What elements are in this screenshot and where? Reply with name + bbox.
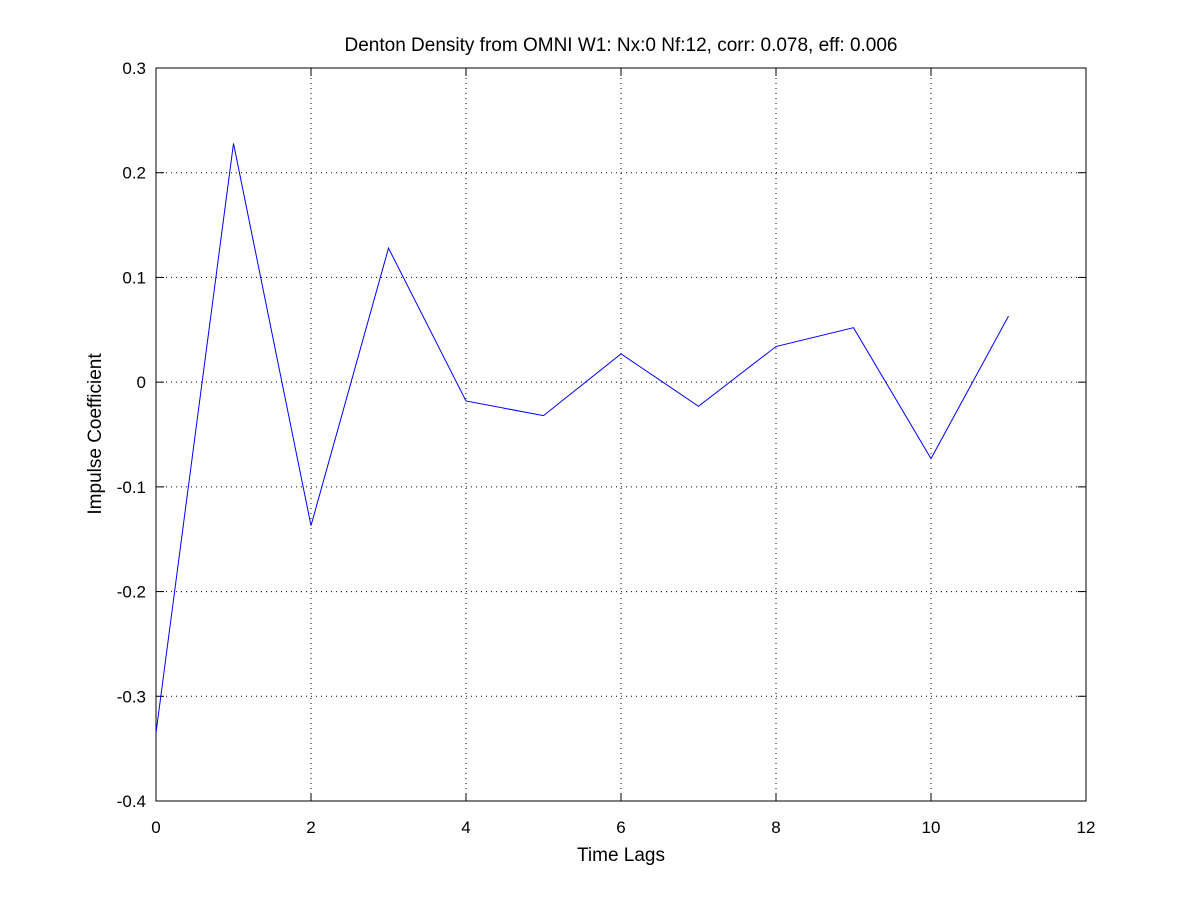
series-layer [155, 143, 1009, 734]
y-tick-label: -0.3 [117, 687, 146, 706]
plot-area [155, 67, 1087, 802]
y-axis-title: Impulse Coefficient [85, 353, 106, 515]
y-tick-label: -0.1 [117, 478, 146, 497]
tick-label-layer: 0 2 4 6 8 10 12 -0.4 -0.3 -0.2 -0.1 0 0.1 0.2 0.3 [117, 59, 1096, 837]
x-tick-label: 12 [1077, 818, 1096, 837]
x-tick-label: 6 [616, 818, 625, 837]
y-tick-label: 0.3 [122, 59, 146, 78]
y-tick-label: 0 [137, 373, 146, 392]
series-line [155, 143, 1009, 734]
y-tick-label: 0.2 [122, 164, 146, 183]
x-tick-label: 10 [922, 818, 941, 837]
x-axis-title: Time Lags [577, 845, 665, 866]
x-tick-label: 2 [306, 818, 315, 837]
x-tick-label: 8 [771, 818, 780, 837]
grid-layer [156, 68, 1086, 801]
y-tick-label: -0.4 [117, 792, 146, 811]
tick-layer [155, 67, 1087, 802]
x-tick-label: 4 [461, 818, 470, 837]
x-tick-label: 0 [151, 818, 160, 837]
y-tick-label: -0.2 [117, 583, 146, 602]
chart-title: Denton Density from OMNI W1: Nx:0 Nf:12,… [345, 35, 898, 56]
y-tick-label: 0.1 [122, 268, 146, 287]
